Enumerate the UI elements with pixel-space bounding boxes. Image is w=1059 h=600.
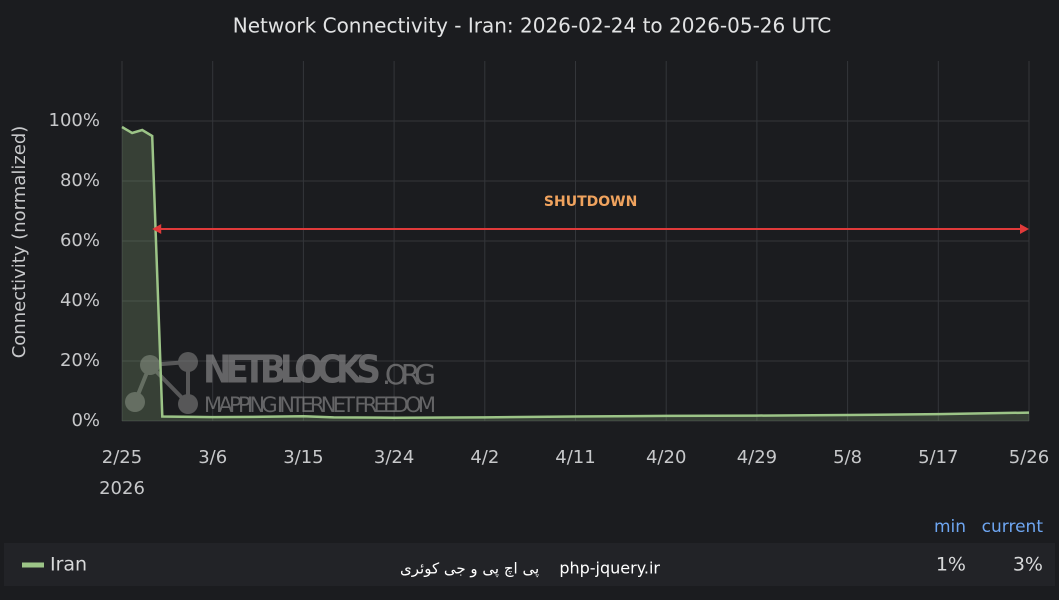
x-tick-label: 4/29 [737, 447, 777, 468]
x-tick-label: 4/2 [470, 447, 499, 468]
arrow-head [152, 224, 162, 234]
y-axis-label: Connectivity (normalized) [9, 126, 30, 359]
chart-title: Network Connectivity - Iran: 2026-02-24 … [233, 14, 832, 38]
watermark-suffix: .ORG [382, 358, 436, 391]
plot: SHUTDOWN [121, 125, 1030, 421]
legend-row [4, 543, 1055, 586]
legend-column: min [934, 517, 966, 537]
y-tick-label: 40% [60, 290, 100, 311]
x-tick-label: 3/6 [198, 447, 227, 468]
x-tick-label: 4/20 [646, 447, 686, 468]
y-tick-label: 20% [60, 350, 100, 371]
annotation-label: SHUTDOWN [544, 194, 637, 210]
arrow-head [1020, 224, 1029, 234]
watermark: NETBLOCKS .ORG MAPPING INTERNET FREEDOM [125, 348, 436, 417]
x-tick-label: 3/15 [283, 447, 323, 468]
watermark-tagline: MAPPING INTERNET FREEDOM [204, 393, 436, 417]
x-tick-label: 5/17 [918, 447, 958, 468]
y-tick-label: 100% [49, 110, 100, 131]
line [121, 125, 1030, 419]
watermark-brand: NETBLOCKS [203, 348, 381, 392]
y-tick-label: 60% [60, 230, 100, 251]
grid [121, 61, 1030, 422]
x-tick-label: 5/8 [833, 447, 862, 468]
x-tick-label: 2/25 [102, 447, 142, 468]
logo-lines [133, 360, 190, 406]
x-tick-label: 5/26 [1009, 447, 1049, 468]
legend-min: 1% [936, 554, 966, 576]
overlay-site: php-jquery.ir [559, 559, 660, 578]
legend-current: 3% [1013, 554, 1043, 576]
y-tick-label: 0% [71, 410, 100, 431]
x-tick-label: 3/24 [374, 447, 414, 468]
y-tick-label: 80% [60, 170, 100, 191]
x-tick-year: 2026 [99, 478, 145, 499]
x-tick-label: 4/11 [555, 447, 595, 468]
overlay-site-name: پی اچ پی و جی کوئری [400, 560, 539, 579]
legend-name: Iran [50, 554, 87, 576]
legend-column: current [982, 517, 1044, 537]
